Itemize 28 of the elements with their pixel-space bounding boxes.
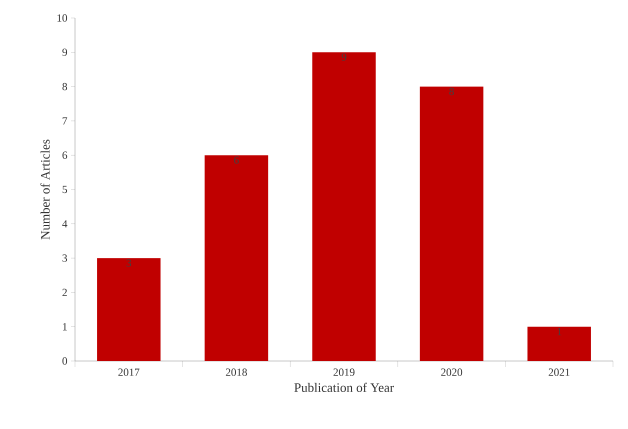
y-tick-label: 2	[62, 288, 67, 296]
bar	[527, 326, 591, 361]
y-tick-label: 4	[62, 220, 68, 228]
y-tick-label: 10	[57, 14, 68, 22]
data-label: 8	[449, 88, 454, 96]
y-tick-label: 5	[62, 186, 68, 194]
y-tick-label: 9	[62, 48, 68, 56]
x-tick-label: 2018	[226, 368, 247, 376]
bar	[312, 52, 376, 361]
bar	[97, 258, 161, 361]
x-tick-label: 2019	[334, 368, 355, 376]
x-tick-label: 2020	[441, 368, 462, 376]
data-label: 3	[126, 259, 132, 267]
y-tick-label: 0	[62, 357, 68, 365]
x-tick-label: 2017	[118, 368, 140, 376]
data-label: 1	[557, 328, 562, 336]
y-tick-label: 1	[62, 323, 67, 330]
data-label: 9	[342, 54, 346, 61]
bar	[420, 86, 484, 361]
y-tick-label: 8	[62, 82, 68, 90]
x-tick-label: 2021	[548, 368, 570, 376]
y-tick-label: 3	[62, 254, 68, 262]
x-axis-title: Publication of Year	[294, 382, 394, 392]
y-axis-title: Number of Articles	[40, 140, 50, 240]
data-label: 6	[234, 156, 239, 164]
y-tick-label: 6	[62, 152, 68, 159]
bar	[204, 155, 268, 361]
y-tick-label: 7	[62, 117, 68, 124]
